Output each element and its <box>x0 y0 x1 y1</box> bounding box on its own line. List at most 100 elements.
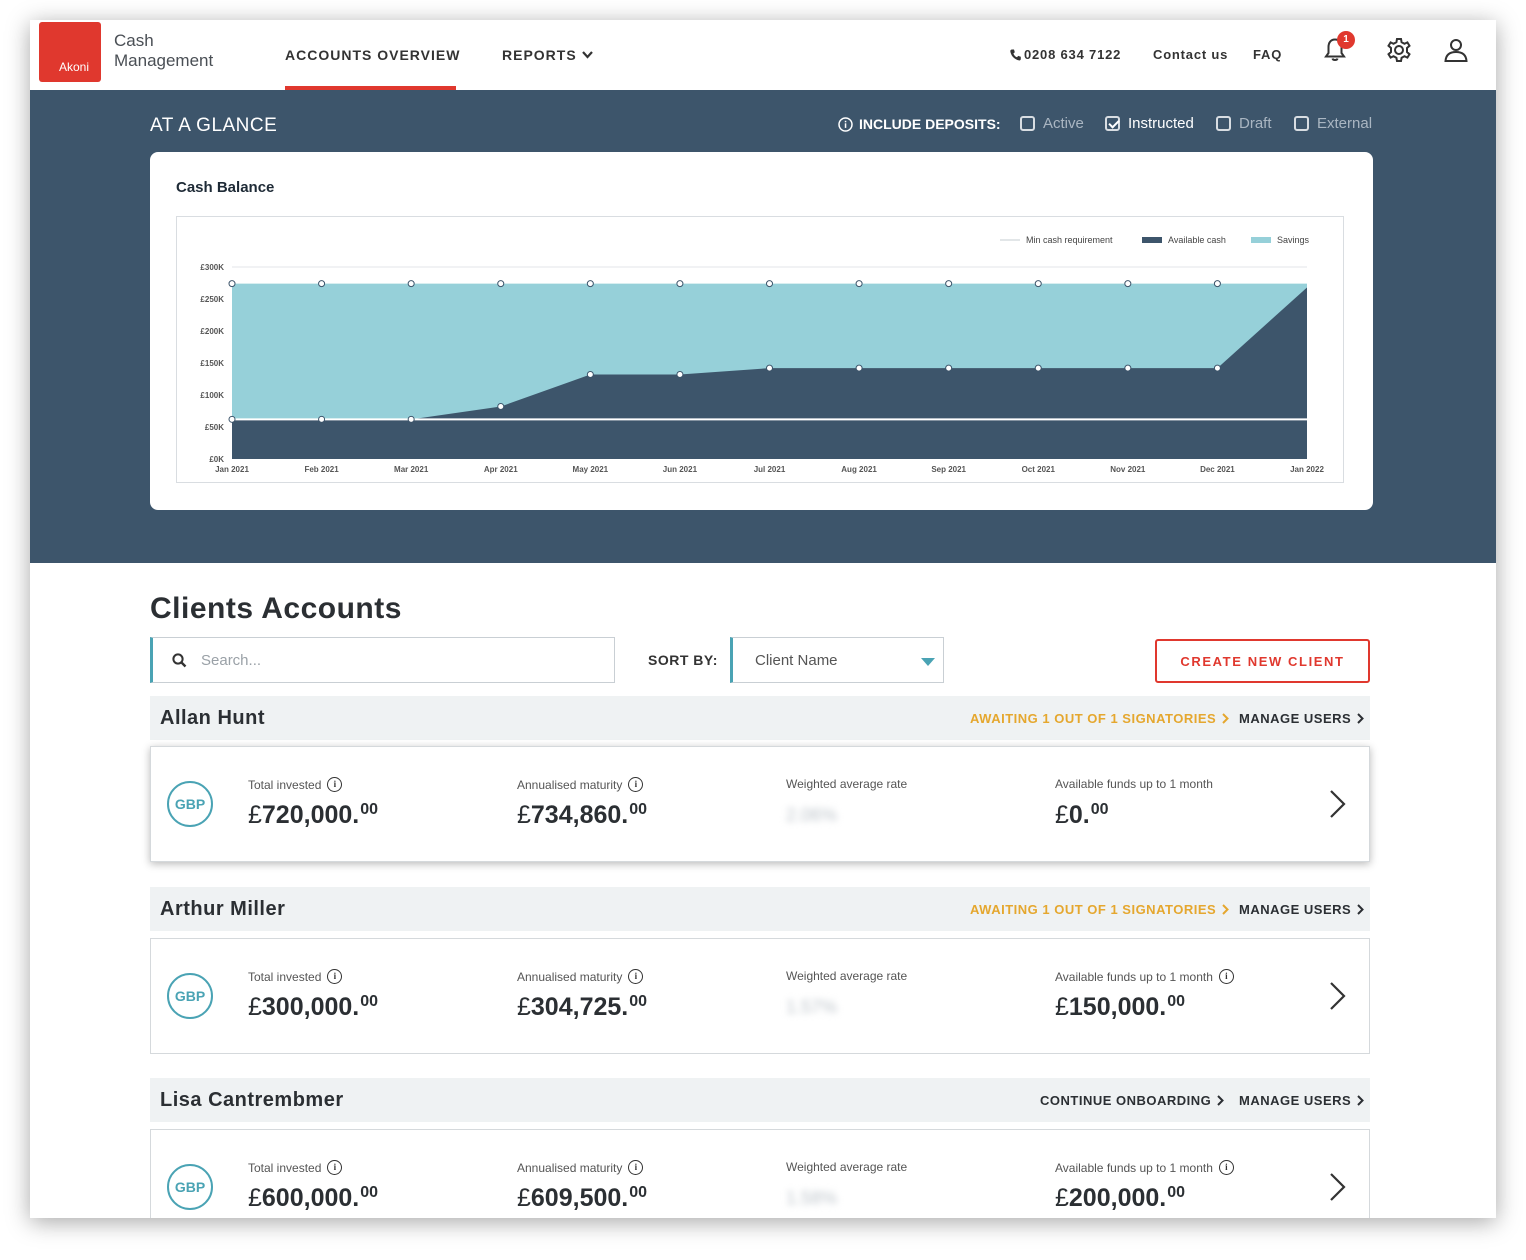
filter-external[interactable]: External <box>1294 115 1372 132</box>
metric-label-text: Total invested <box>248 1160 322 1175</box>
metric-label-text: Available funds up to 1 month <box>1055 969 1213 984</box>
legend-label: Savings <box>1277 235 1310 245</box>
legend-swatch <box>1142 237 1162 243</box>
tab-reports-label: REPORTS <box>502 47 577 63</box>
chevron-right-icon[interactable] <box>1329 981 1347 1011</box>
info-icon[interactable]: i <box>1218 969 1234 984</box>
logo-text: Akoni <box>59 60 90 74</box>
phone-link[interactable]: 0208 634 7122 <box>1010 47 1121 62</box>
chevron-right-icon[interactable] <box>1329 1172 1347 1202</box>
contact-us-link[interactable]: Contact us <box>1153 47 1229 62</box>
client-account-card[interactable]: GBP Total invested i £720,000.00 Annualised … <box>150 746 1370 862</box>
metric-value-decimals: 00 <box>1090 801 1109 818</box>
gear-icon[interactable] <box>1385 36 1413 64</box>
data-point-savings <box>1034 280 1042 288</box>
metric-label-text: Total invested <box>248 777 322 792</box>
client-account-card[interactable]: GBP Total invested i £600,000.00 Annualised … <box>150 1129 1370 1218</box>
currency-symbol: £ <box>248 801 262 829</box>
info-icon[interactable]: i <box>628 1160 644 1175</box>
y-tick-label: £150K <box>200 359 224 368</box>
info-icon[interactable]: i <box>1218 1160 1234 1175</box>
search-input[interactable] <box>199 650 583 670</box>
metric-value: £600,000.00 <box>248 1184 378 1213</box>
data-point-savings <box>676 280 684 288</box>
cash-balance-card: Cash Balance £0K £50K £100K £150K £200K £250K… <box>150 152 1373 510</box>
create-new-client-button[interactable]: CREATE NEW CLIENT <box>1155 639 1370 683</box>
client-status-link[interactable]: AWAITING 1 OUT OF 1 SIGNATORIES <box>970 711 1230 726</box>
metric-label-text: Weighted average rate <box>786 969 908 983</box>
info-icon[interactable]: i <box>628 777 644 792</box>
chevron-right-icon <box>1222 713 1230 724</box>
metric-label: Total invested i <box>248 969 343 984</box>
data-point-available-cash <box>1213 364 1221 372</box>
metric-value-decimals: 00 <box>1167 1184 1186 1201</box>
chevron-right-icon <box>1217 1095 1225 1106</box>
metric-label-text: Total invested <box>248 969 322 984</box>
currency-symbol: £ <box>517 1184 531 1212</box>
info-icon[interactable]: i <box>628 969 644 984</box>
metric-value: £0.00 <box>1055 801 1109 830</box>
client-status-link[interactable]: CONTINUE ONBOARDING <box>1040 1093 1225 1108</box>
sort-by-label: SORT BY: <box>648 652 718 668</box>
client-account-card[interactable]: GBP Total invested i £300,000.00 Annualised … <box>150 938 1370 1054</box>
data-point-savings <box>855 280 863 288</box>
metric-label: Available funds up to 1 month <box>1055 777 1213 791</box>
x-tick-label: Jan 2021 <box>215 465 249 474</box>
metric-value: £609,500.00 <box>517 1184 647 1213</box>
client-status-link[interactable]: AWAITING 1 OUT OF 1 SIGNATORIES <box>970 902 1230 917</box>
chevron-right-icon <box>1222 904 1230 915</box>
data-point-savings <box>318 280 326 288</box>
faq-link[interactable]: FAQ <box>1253 47 1283 62</box>
filter-draft[interactable]: Draft <box>1216 115 1272 132</box>
currency-symbol: £ <box>248 1184 262 1212</box>
info-icon[interactable]: i <box>327 777 343 792</box>
manage-users-link[interactable]: MANAGE USERS <box>1239 902 1365 917</box>
metric-value: £200,000.00 <box>1055 1184 1185 1213</box>
x-tick-label: Apr 2021 <box>484 465 518 474</box>
metric-label: Annualised maturity i <box>517 1160 644 1175</box>
metric-label: Weighted average rate <box>786 777 907 791</box>
data-point-available-cash <box>676 371 684 379</box>
checkbox-checked[interactable] <box>1105 116 1120 131</box>
metric-label: Total invested i <box>248 1160 343 1175</box>
currency-symbol: £ <box>517 801 531 829</box>
data-point-available-cash <box>228 415 236 423</box>
phone-icon <box>1010 49 1021 60</box>
sort-select[interactable]: Client Name <box>730 637 944 683</box>
phone-number: 0208 634 7122 <box>1024 47 1122 62</box>
akoni-logo[interactable]: Akoni <box>39 22 101 82</box>
manage-users-link[interactable]: MANAGE USERS <box>1239 1093 1365 1108</box>
filter-active[interactable]: Active <box>1020 115 1084 132</box>
client-name: Arthur Miller <box>160 898 286 920</box>
metric-label: Available funds up to 1 month i <box>1055 969 1234 984</box>
tab-accounts-overview[interactable]: ACCOUNTS OVERVIEW <box>285 47 461 63</box>
info-icon[interactable]: i <box>327 969 343 984</box>
user-profile-icon[interactable] <box>1442 36 1470 64</box>
x-tick-label: Nov 2021 <box>1110 465 1146 474</box>
metric-label-text: Available funds up to 1 month <box>1055 1160 1213 1175</box>
checkbox[interactable] <box>1020 116 1035 131</box>
metric-value-main: 720,000. <box>261 801 360 829</box>
info-icon[interactable]: i <box>327 1160 343 1175</box>
metric-value-decimals: 00 <box>629 801 648 818</box>
metric-value-main: 150,000. <box>1068 993 1167 1021</box>
metric-label-text: Available funds up to 1 month <box>1055 777 1213 791</box>
filter-instructed[interactable]: Instructed <box>1105 115 1194 132</box>
manage-users-link[interactable]: MANAGE USERS <box>1239 711 1365 726</box>
currency-symbol: £ <box>517 993 531 1021</box>
data-point-available-cash <box>497 403 505 411</box>
data-point-available-cash <box>1124 364 1132 372</box>
metric-value-main: 600,000. <box>261 1184 360 1212</box>
active-tab-indicator <box>285 86 456 90</box>
legend-label: Available cash <box>1168 235 1226 245</box>
tab-reports[interactable]: REPORTS <box>502 47 593 63</box>
checkbox[interactable] <box>1294 116 1309 131</box>
client-status-text: AWAITING 1 OUT OF 1 SIGNATORIES <box>970 902 1217 917</box>
x-tick-label: Feb 2021 <box>304 465 339 474</box>
info-icon[interactable] <box>838 116 853 132</box>
checkbox[interactable] <box>1216 116 1231 131</box>
metric-value: £720,000.00 <box>248 801 378 830</box>
chevron-right-icon[interactable] <box>1329 789 1347 819</box>
metric-value-main: 200,000. <box>1068 1184 1167 1212</box>
metric-label-text: Weighted average rate <box>786 777 908 791</box>
